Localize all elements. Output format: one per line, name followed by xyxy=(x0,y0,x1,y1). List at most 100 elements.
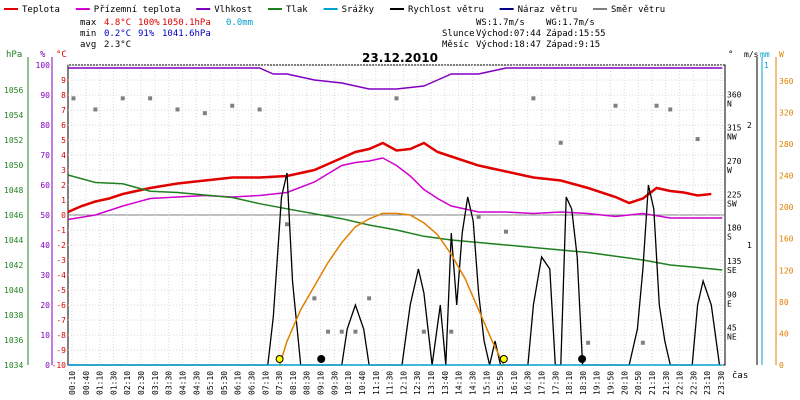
percent-tick-label: 40 xyxy=(40,241,50,250)
time-tick-label: 15:10 xyxy=(482,371,491,395)
hpa-tick-label: 1052 xyxy=(4,136,23,145)
legend-item: Srážky xyxy=(342,5,375,15)
moonrise-marker xyxy=(578,355,587,363)
moon-rise: Východ:18:47 xyxy=(476,40,541,50)
celsius-tick-label: -7 xyxy=(56,316,66,325)
wind-direction-point xyxy=(558,140,563,145)
wind-unit: m/s xyxy=(744,50,759,59)
celsius-tick-label: 0 xyxy=(61,211,66,220)
hpa-tick-label: 1034 xyxy=(4,361,23,370)
time-tick-label: 00:40 xyxy=(82,371,91,395)
direction-unit: ° xyxy=(728,50,733,60)
time-tick-label: 11:30 xyxy=(386,371,395,395)
percent-tick-label: 50 xyxy=(40,211,50,220)
stats-avg-temp: 2.3°C xyxy=(104,40,131,50)
time-tick-label: 21:10 xyxy=(648,371,657,395)
direction-tick-label: 360 xyxy=(727,90,742,99)
legend-item: Přízemní teplota xyxy=(94,5,181,15)
celsius-tick-label: 1 xyxy=(61,196,66,205)
wind-ws: WS:1.7m/s xyxy=(476,18,525,28)
time-tick-label: 09:30 xyxy=(330,371,339,395)
time-tick-label: 10:10 xyxy=(344,371,353,395)
time-tick-label: 04:10 xyxy=(178,371,187,395)
stats-max-temp: 4.8°C xyxy=(104,18,131,28)
time-tick-label: 14:10 xyxy=(455,371,464,395)
time-tick-label: 18:10 xyxy=(565,371,574,395)
wind-direction-point xyxy=(421,329,426,334)
celsius-tick-label: 3 xyxy=(61,166,66,175)
wind-tick-label: 2 xyxy=(747,121,752,130)
time-tick-label: 19:10 xyxy=(593,371,602,395)
time-tick-label: 16:10 xyxy=(510,371,519,395)
sun-set: Západ:15:55 xyxy=(546,29,606,39)
direction-tick-label: 90 xyxy=(727,290,737,299)
celsius-tick-label: 4 xyxy=(61,151,66,160)
axes-layer: 00:10 00:40 01:10 01:30 02:10 02:30 03:10 03:30… xyxy=(4,50,794,395)
hpa-tick-label: 1054 xyxy=(4,111,23,120)
direction-tick-label: 135 xyxy=(727,257,742,266)
wind-direction-point xyxy=(613,103,618,108)
chart-title: 23.12.2010 xyxy=(362,51,438,65)
percent-tick-label: 0 xyxy=(45,361,50,370)
time-tick-label: 17:30 xyxy=(551,371,560,395)
wind-direction-point xyxy=(367,296,372,301)
celsius-tick-label: -6 xyxy=(56,301,66,310)
percent-tick-label: 10 xyxy=(40,331,50,340)
series-line xyxy=(67,157,723,221)
time-tick-label: 23:30 xyxy=(717,371,726,395)
percent-tick-label: 100 xyxy=(36,61,51,70)
time-tick-label: 06:30 xyxy=(248,371,257,395)
radiation-unit: W xyxy=(779,50,784,59)
time-tick-label: 02:10 xyxy=(123,371,132,395)
wind-wg: WG:1.7m/s xyxy=(546,18,595,28)
direction-tick-letter: S xyxy=(727,233,732,242)
sun-rise: Východ:07:44 xyxy=(476,29,541,39)
time-tick-label: 13:10 xyxy=(427,371,436,395)
time-tick-label: 05:30 xyxy=(220,371,229,395)
stats-max-label: max xyxy=(80,18,97,28)
time-tick-label: 16:30 xyxy=(524,371,533,395)
stats-block: max 4.8°C 100% 1050.1hPa 0.0mm min 0.2°C… xyxy=(80,18,606,50)
celsius-tick-label: 8 xyxy=(61,91,66,100)
direction-tick-letter: SW xyxy=(727,199,737,208)
stats-max-hum: 100% xyxy=(138,18,160,28)
wind-direction-point xyxy=(148,96,153,101)
wind-direction-point xyxy=(202,111,207,116)
time-tick-label: 10:40 xyxy=(358,371,367,395)
percent-tick-label: 80 xyxy=(40,121,50,130)
time-tick-label: 00:10 xyxy=(68,371,77,395)
moon-set: Západ:9:15 xyxy=(546,40,600,50)
wind-direction-point xyxy=(257,107,262,112)
hpa-unit: hPa xyxy=(6,50,22,60)
direction-tick-label: 225 xyxy=(727,190,742,199)
time-tick-label: 19:50 xyxy=(607,371,616,395)
direction-tick-letter: NW xyxy=(727,133,737,142)
wind-direction-point xyxy=(394,96,399,101)
time-tick-label: 07:30 xyxy=(275,371,284,395)
wind-direction-point xyxy=(339,329,344,334)
wind-direction-point xyxy=(531,96,536,101)
stats-min-label: min xyxy=(80,29,96,39)
series-line xyxy=(68,67,723,90)
moonset-marker xyxy=(317,355,326,363)
legend-item: Vlhkost xyxy=(214,5,252,15)
hpa-tick-label: 1056 xyxy=(4,86,23,95)
radiation-tick-label: 120 xyxy=(779,266,794,275)
legend-item: Rychlost větru xyxy=(408,5,484,15)
direction-tick-label: 315 xyxy=(727,124,742,133)
radiation-tick-label: 320 xyxy=(779,108,794,117)
direction-tick-letter: W xyxy=(727,166,732,175)
wind-direction-point xyxy=(93,107,98,112)
stats-max-rain: 0.0mm xyxy=(226,18,253,28)
direction-tick-letter: N xyxy=(727,99,732,108)
celsius-tick-label: 2 xyxy=(61,181,66,190)
celsius-tick-label: 7 xyxy=(61,106,66,115)
wind-tick-label: 1 xyxy=(747,241,752,250)
celsius-tick-label: -3 xyxy=(56,256,66,265)
stats-max-press: 1050.1hPa xyxy=(162,18,211,28)
hpa-tick-label: 1036 xyxy=(4,336,23,345)
time-tick-label: 18:30 xyxy=(579,371,588,395)
time-tick-label: 08:30 xyxy=(303,371,312,395)
series-layer xyxy=(67,67,723,366)
time-axis-label: čas xyxy=(732,370,748,381)
